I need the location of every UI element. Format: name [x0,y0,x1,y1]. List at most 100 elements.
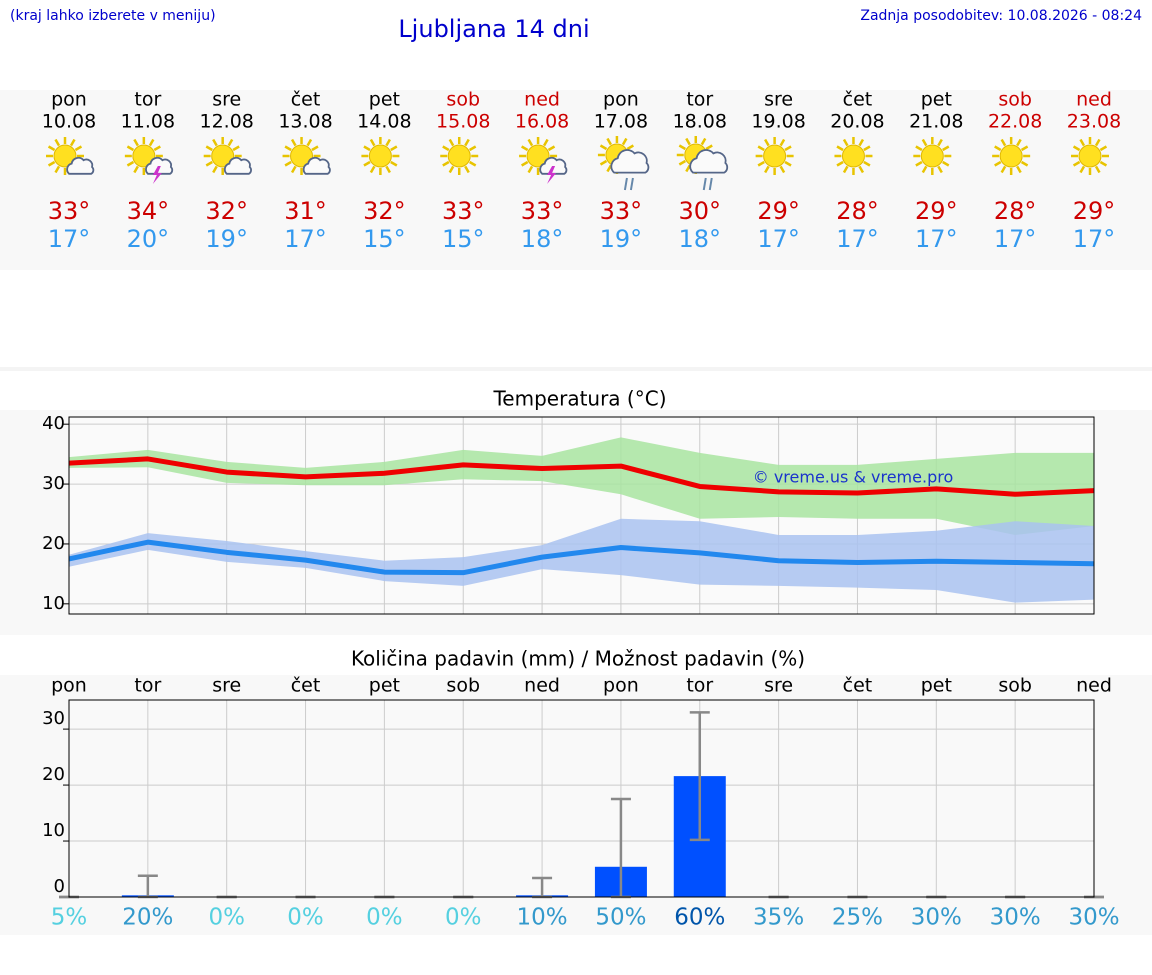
sun-ray [290,138,297,147]
day-label: čet [291,675,321,697]
weather-icon [992,137,1031,175]
precip-chance: 5% [51,905,88,931]
sun-ray [47,145,56,152]
day-date: 11.08 [121,111,175,133]
sun-ray [705,144,713,151]
forecast-strip [0,90,1152,270]
sun-disc [763,144,787,168]
day-date: 18.08 [673,111,727,133]
sun-ray [74,145,83,152]
sun-ray [626,144,635,151]
precip-chance: 10% [517,905,568,931]
day-name: čet [843,89,873,111]
day-name: sob [446,89,480,111]
sun-ray [363,160,371,167]
sun-ray [858,165,865,174]
cloud [610,149,650,174]
chart-title: Temperatura (°C) [492,387,666,411]
sun-ray [1020,145,1029,152]
precip-chance: 30% [990,905,1041,931]
sun-ray [937,138,943,147]
weather-icon [203,137,252,175]
weather-icon [834,137,873,175]
y-tick-label: 10 [42,820,65,841]
weather-icon [440,137,479,175]
sun-ray [69,138,76,147]
sun-ray [1072,160,1081,167]
cloud [539,156,568,175]
sun-ray [1094,138,1101,147]
precip-chance: 35% [753,905,804,931]
sun-disc [841,144,865,168]
day-name: pon [603,89,639,111]
sun-ray [764,138,770,147]
sun-ray [284,160,292,167]
range-band [69,518,1094,603]
y-tick-label: 30 [42,473,65,494]
rain-drop [623,177,628,191]
sun-ray [205,160,213,167]
lightning [547,166,557,184]
day-label: tor [686,675,713,697]
sun-ray [678,144,687,151]
sun-disc [53,144,77,168]
sun-ray [442,160,450,167]
plot-border [68,416,1095,615]
temp-line [68,539,1095,576]
max-temp: 28° [836,197,879,225]
sun-ray [54,165,61,174]
sun-ray [678,159,687,166]
day-date: 22.08 [988,111,1042,133]
sun-ray [468,145,477,152]
weather-icon [597,136,650,191]
precip-chance: 20% [122,905,173,931]
plot-area [69,700,1094,897]
sun-ray [994,145,1002,152]
sun-ray [842,138,849,147]
precip-chance: 0% [287,905,324,931]
max-temp: 32° [205,197,248,225]
day-label: ned [524,675,560,697]
day-name: tor [134,89,161,111]
min-temp: 17° [915,225,958,253]
sun-ray [442,145,450,152]
sun-disc [132,144,156,168]
day-date: 20.08 [830,111,884,133]
lightning [152,166,162,184]
y-tick-label: 10 [42,593,65,614]
menu-note: (kraj lahko izberete v meniju) [10,8,216,24]
weather-icon [913,137,952,175]
sun-disc [1078,144,1102,168]
rain-drop [708,177,713,191]
sun-ray [148,138,155,147]
min-temp: 17° [284,225,327,253]
sun-ray [448,138,455,147]
sun-ray [757,145,765,152]
y-tick-label: 0 [54,876,65,897]
day-label: čet [843,675,873,697]
rain-drop [629,177,634,191]
update-time: Zadnja posodobitev: 10.08.2026 - 08:24 [860,8,1142,24]
day-date: 15.08 [436,111,490,133]
day-name: pet [921,89,952,111]
sun-ray [284,145,292,152]
sun-ray [1000,138,1007,147]
min-temp: 15° [363,225,406,253]
day-date: 16.08 [515,111,569,133]
min-temp: 15° [442,225,485,253]
divider [0,367,1152,371]
max-temp: 31° [284,197,327,225]
error-bar [689,711,710,842]
sun-ray [205,145,213,152]
sun-ray [468,160,477,167]
day-name: ned [524,89,560,111]
precip-chance: 30% [1068,905,1119,931]
max-temp: 33° [442,197,485,225]
day-name: pet [369,89,400,111]
sun-ray [921,165,928,174]
precip-chance: 60% [674,905,725,931]
sun-ray [915,145,923,152]
min-temp: 17° [994,225,1037,253]
min-temp: 17° [757,225,800,253]
